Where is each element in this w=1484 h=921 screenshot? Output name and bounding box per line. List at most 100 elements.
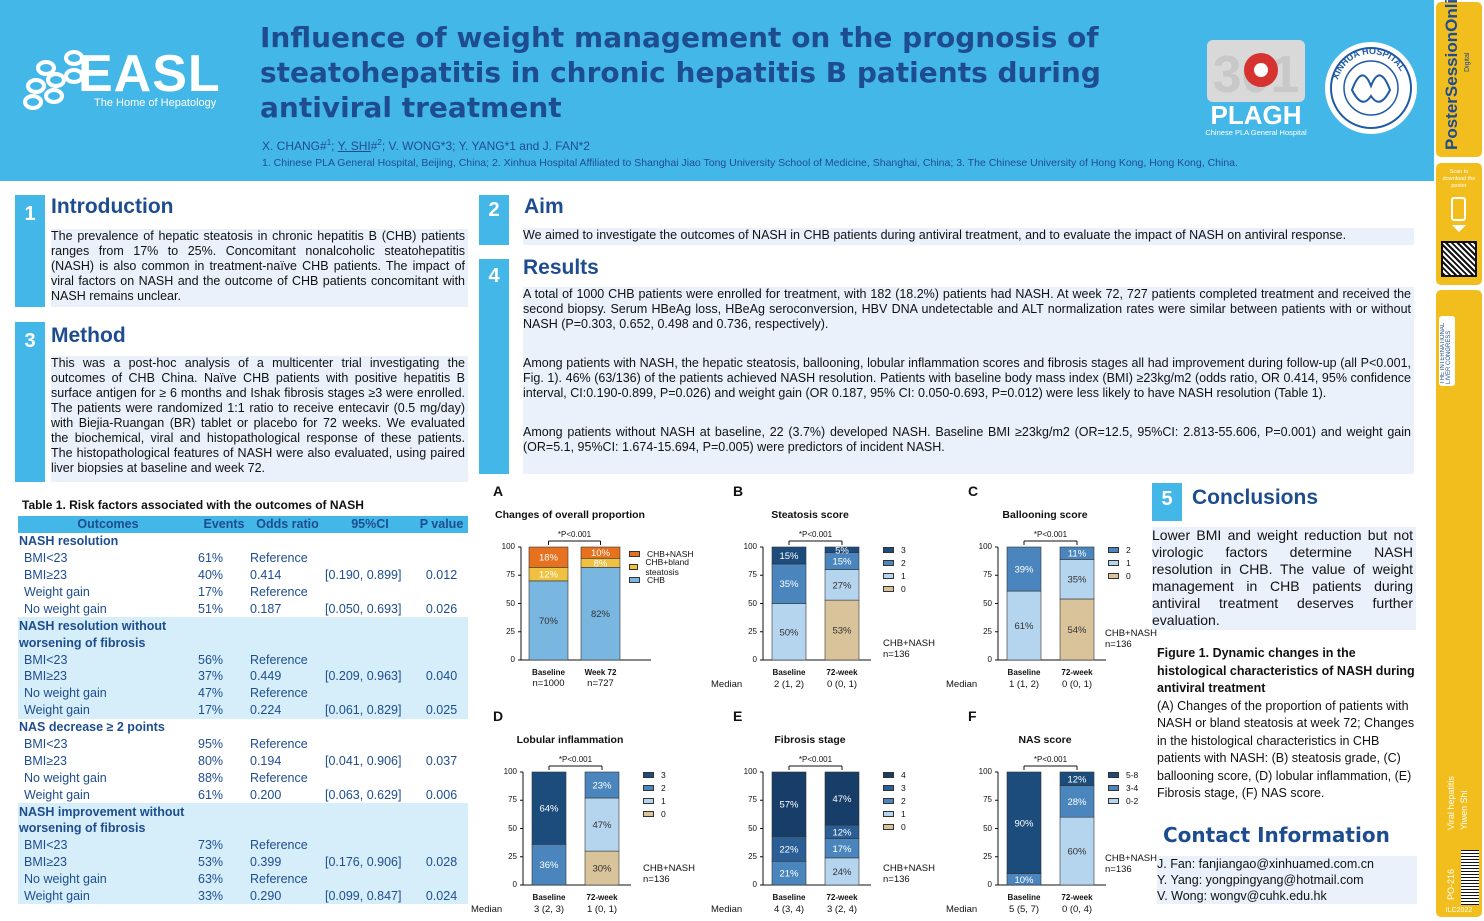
bar-data-label: 47% [592, 820, 612, 831]
bar-data-label: 54% [1067, 625, 1087, 636]
scan-text: Scan to download the poster [1442, 169, 1476, 189]
table-cell [325, 769, 415, 786]
download-badge[interactable]: Scan to download the poster [1436, 163, 1482, 285]
significance-label: *P<0.001 [1033, 530, 1068, 539]
y-tick-label: 100 [978, 542, 992, 551]
bar-data-label: 50% [779, 627, 799, 638]
bar-segment [580, 546, 621, 559]
bar-data-label: 18% [539, 553, 559, 564]
legend-entry: CHB [629, 573, 710, 586]
table-cell [415, 803, 468, 821]
bar-data-label: 15% [779, 551, 799, 562]
qr-code[interactable] [1441, 241, 1477, 277]
event-label: ILC2022 [1445, 907, 1473, 914]
bar-data-label: 57% [779, 800, 799, 811]
table-cell [250, 533, 325, 550]
legend-entry: 0 [883, 582, 906, 595]
contact-line[interactable]: V. Wong: wongv@cuhk.edu.hk [1157, 889, 1327, 903]
median-value: 1 (0, 1) [586, 904, 618, 915]
contact-line[interactable]: Y. Yang: yongpingyang@hotmail.com [1157, 873, 1364, 887]
bar-data-label: 36% [539, 860, 559, 871]
section-number-results: 4 [479, 259, 509, 474]
legend-entry: 1 [643, 794, 666, 807]
chart-panel-e: E Fibrosis stage 21% 22% 57% 24% 17% 12% 47% 0 25 5… [711, 708, 950, 918]
table-cell: 0.187 [250, 601, 282, 616]
bar-data-label: 12% [832, 827, 852, 838]
table-cell: 0.290 [250, 887, 325, 905]
table-cell [325, 870, 415, 888]
bar-data-label: 23% [592, 780, 612, 791]
bar-data-label: 10% [1014, 875, 1034, 886]
poster-title: Influence of weight management on the pr… [260, 21, 1101, 124]
bar-data-label: 47% [832, 794, 852, 805]
bar-segment [824, 546, 860, 553]
median-label: Median [946, 904, 978, 915]
y-tick-label: 0 [512, 880, 517, 889]
table-cell [250, 820, 325, 837]
chart-title: NAS score [1018, 734, 1072, 746]
table-header-row: Outcomes Events Odds ratio 95%CI P value [18, 516, 468, 533]
legend-swatch [883, 784, 894, 791]
authors: X. CHANG#1; Y. SHI#2; V. WONG*3; Y. YANG… [262, 138, 590, 153]
legend-entry: 2 [643, 781, 666, 794]
legend-swatch [883, 559, 894, 566]
median-label: Median [711, 679, 743, 690]
chart-svg: 61% 39% 54% 35% 11% [995, 540, 1106, 661]
table-cell [198, 634, 250, 652]
table-cell: No weight gain [18, 870, 198, 888]
table-cell [415, 584, 468, 601]
median-value: 3 (2, 3) [533, 904, 565, 915]
table-row: BMI≥23 40% 0.414 [0.190, 0.899] 0.012 [18, 567, 468, 584]
legend-swatch [643, 810, 654, 817]
table-cell: [0.050, 0.693] [325, 601, 402, 616]
table-cell [415, 836, 468, 854]
bar-data-label: 5% [835, 545, 849, 556]
brand-name: PosterSessionOnline [1442, 0, 1461, 150]
results-paragraph-1: A total of 1000 CHB patients were enroll… [523, 287, 1411, 331]
legend-entry: 2 [1108, 543, 1131, 556]
table-row: Weight gain 17% 0.224 [0.061, 0.829] 0.025 [18, 701, 468, 719]
table-cell: worsening of fibrosis [18, 634, 198, 652]
chart-note: CHB+NASH n=136 [1105, 853, 1157, 875]
easl-logo [23, 50, 84, 110]
chart-note: CHB+NASH n=136 [1105, 628, 1157, 650]
legend-swatch [883, 572, 894, 579]
significance-label: *P<0.001 [798, 530, 833, 539]
bar-data-label: 12% [1067, 774, 1087, 785]
x-tick-label: 72-week [1061, 893, 1093, 902]
legend-label: 3 [901, 544, 906, 555]
contact-info: J. Fan: fanjiangao@xinhuamed.com.cn Y. Y… [1157, 856, 1417, 904]
table-row: BMI≥23 37% 0.449 [0.209, 0.963] 0.040 [18, 668, 468, 685]
bar-segment [580, 567, 621, 661]
x-tick-label: Baseline [532, 668, 565, 677]
table-cell: Reference [250, 770, 308, 785]
risk-factor-table: Outcomes Events Odds ratio 95%CI P value NAS… [18, 516, 468, 905]
chart-title: Changes of overall proportion [495, 509, 645, 521]
bar-segment [1059, 559, 1095, 600]
table-cell: 0.399 [250, 853, 325, 871]
table-cell: BMI≥23 [24, 568, 67, 583]
x-tick-label: Baseline [772, 668, 806, 677]
table-cell: NASH resolution [19, 534, 119, 549]
y-tick-label: 0 [987, 880, 992, 889]
x-tick-sublabel: n=1000 [532, 678, 565, 689]
table-cell [325, 684, 415, 702]
legend-entry: 1 [1108, 556, 1131, 569]
y-tick-label: 75 [508, 795, 517, 805]
table-header-cell: P value [415, 516, 468, 533]
y-tick-label: 25 [506, 626, 515, 636]
table-cell: 63% [198, 870, 250, 888]
bar-data-label: 64% [539, 804, 559, 815]
x-tick-label: Baseline [1007, 893, 1041, 902]
author-label: Yiwen Shi [1459, 790, 1469, 830]
section-number-intro: 1 [15, 195, 45, 307]
legend-label: CHB+bland steatosis [645, 556, 690, 577]
table-cell [250, 719, 325, 736]
legend-label: CHB [647, 574, 665, 585]
y-tick-label: 75 [748, 570, 757, 580]
contact-line[interactable]: J. Fan: fanjiangao@xinhuamed.com.cn [1157, 857, 1374, 871]
chart-legend: 3 2 1 0 [643, 768, 666, 820]
table-header-cell: Outcomes [18, 516, 198, 533]
table-row: No weight gain 51% 0.187 [0.050, 0.693] 0.02… [18, 600, 468, 617]
table-cell [415, 719, 468, 736]
